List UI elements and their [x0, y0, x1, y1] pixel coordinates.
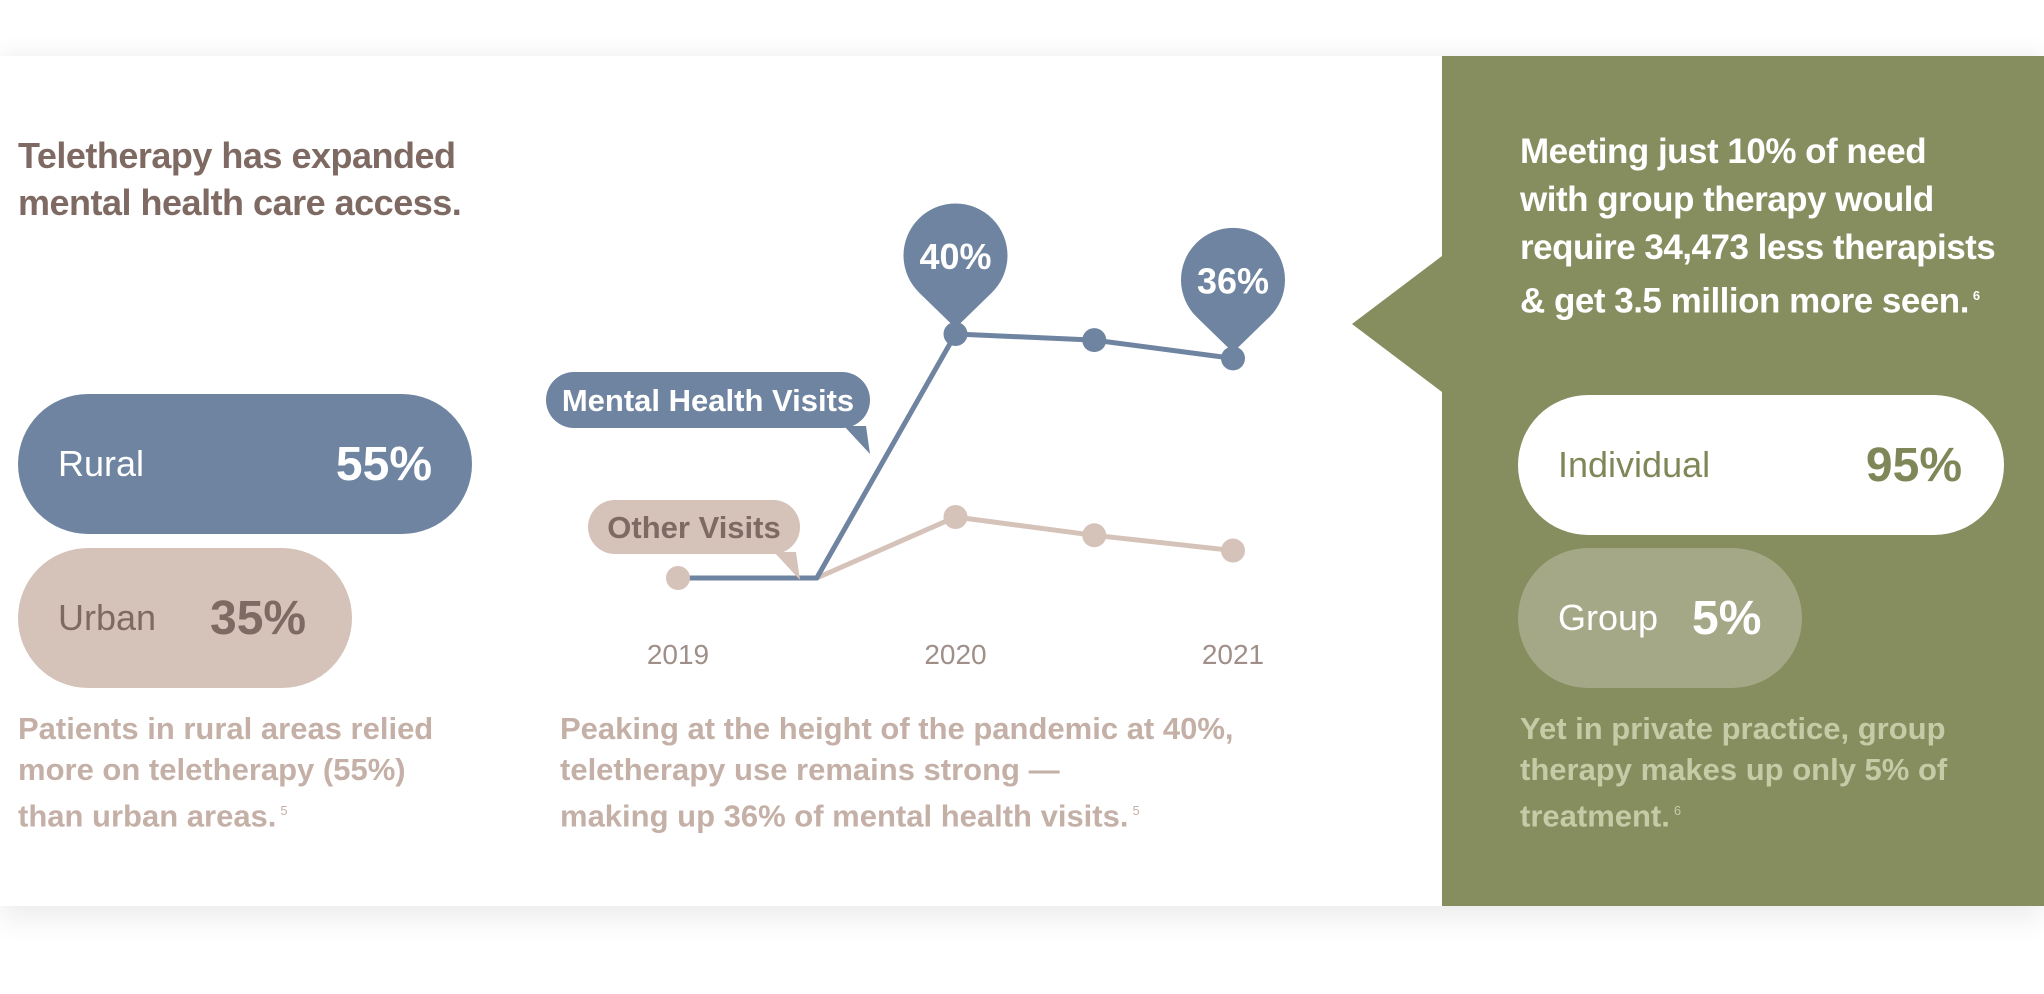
- rural-caption: Patients in rural areas relied more on t…: [18, 708, 458, 836]
- mental-health-visits-tag-tail: [844, 426, 870, 454]
- mental-health-point-4: [1221, 346, 1245, 371]
- group-value: 5%: [1692, 591, 1762, 645]
- callout-bubble-40pct: [903, 203, 1008, 328]
- urban-pill: Urban 35%: [18, 548, 352, 688]
- group-caption: Yet in private practice, group therapy m…: [1520, 708, 2000, 836]
- headline-line-2: mental health care access.: [18, 182, 462, 223]
- footnote-marker: 5: [280, 803, 288, 818]
- x-tick-label-2020: 2020: [924, 639, 986, 670]
- other-visits-tag-label: Other Visits: [607, 510, 780, 545]
- group-pill: Group 5%: [1518, 548, 1802, 688]
- rural-caption-line-1: Patients in rural areas relied: [18, 711, 434, 746]
- title-line-2: with group therapy would: [1520, 180, 1934, 219]
- chart-caption-line-2: teletherapy use remains strong —: [560, 752, 1060, 787]
- other-visits-point-0: [666, 566, 690, 590]
- individual-label: Individual: [1558, 444, 1711, 485]
- rural-value: 55%: [335, 437, 432, 491]
- group-caption-line-1: Yet in private practice, group: [1520, 711, 1946, 746]
- footnote-marker: 6: [1673, 803, 1682, 818]
- mental-health-point-3: [1082, 328, 1107, 353]
- headline-line-1: Teletherapy has expanded: [18, 135, 456, 176]
- other-visits-point-3: [1082, 523, 1107, 548]
- group-caption-line-2: therapy makes up only 5% of: [1520, 752, 1948, 787]
- footnote-marker: 5: [1132, 803, 1140, 818]
- mental-health-visits-tag-bubble: [546, 372, 870, 428]
- rural-caption-line-3: than urban areas.: [18, 798, 277, 834]
- headline: Teletherapy has expanded mental health c…: [18, 132, 462, 226]
- panel-pointer-arrow: [1352, 256, 1442, 392]
- group-caption-line-3: treatment.: [1520, 798, 1670, 834]
- mental-health-visits-tag-label: Mental Health Visits: [562, 383, 854, 418]
- group-therapy-title: Meeting just 10% of need with group ther…: [1520, 128, 2020, 326]
- group-label: Group: [1558, 597, 1659, 638]
- title-line-3: require 34,473 less therapists: [1520, 228, 1996, 267]
- rural-label: Rural: [58, 443, 145, 484]
- other-visits-point-2: [943, 505, 968, 529]
- other-visits-tag-bubble: [588, 500, 800, 554]
- chart-caption-line-1: Peaking at the height of the pandemic at…: [560, 711, 1234, 746]
- callout-label-40pct: 40%: [919, 236, 991, 277]
- other-visits-point-4: [1221, 538, 1245, 563]
- chart-caption-line-3: making up 36% of mental health visits.: [560, 798, 1129, 834]
- urban-label: Urban: [58, 597, 157, 638]
- mental-health-point-2: [943, 322, 968, 346]
- chart-caption: Peaking at the height of the pandemic at…: [560, 708, 1280, 836]
- x-tick-label-2021: 2021: [1202, 639, 1264, 670]
- rural-caption-line-2: more on teletherapy (55%): [18, 752, 406, 787]
- individual-pill: Individual 95%: [1518, 395, 2004, 535]
- x-tick-label-2019: 2019: [647, 639, 709, 670]
- individual-value: 95%: [1865, 438, 1962, 492]
- rural-pill: Rural 55%: [18, 394, 472, 534]
- title-line-1: Meeting just 10% of need: [1520, 132, 1927, 171]
- callout-label-36pct: 36%: [1197, 260, 1269, 301]
- urban-value: 35%: [210, 591, 307, 645]
- footnote-marker: 6: [1972, 288, 1980, 303]
- other-visits-tag-tail: [774, 552, 800, 580]
- title-line-4: & get 3.5 million more seen.: [1520, 281, 1969, 321]
- callout-bubble-36pct: [1181, 227, 1285, 353]
